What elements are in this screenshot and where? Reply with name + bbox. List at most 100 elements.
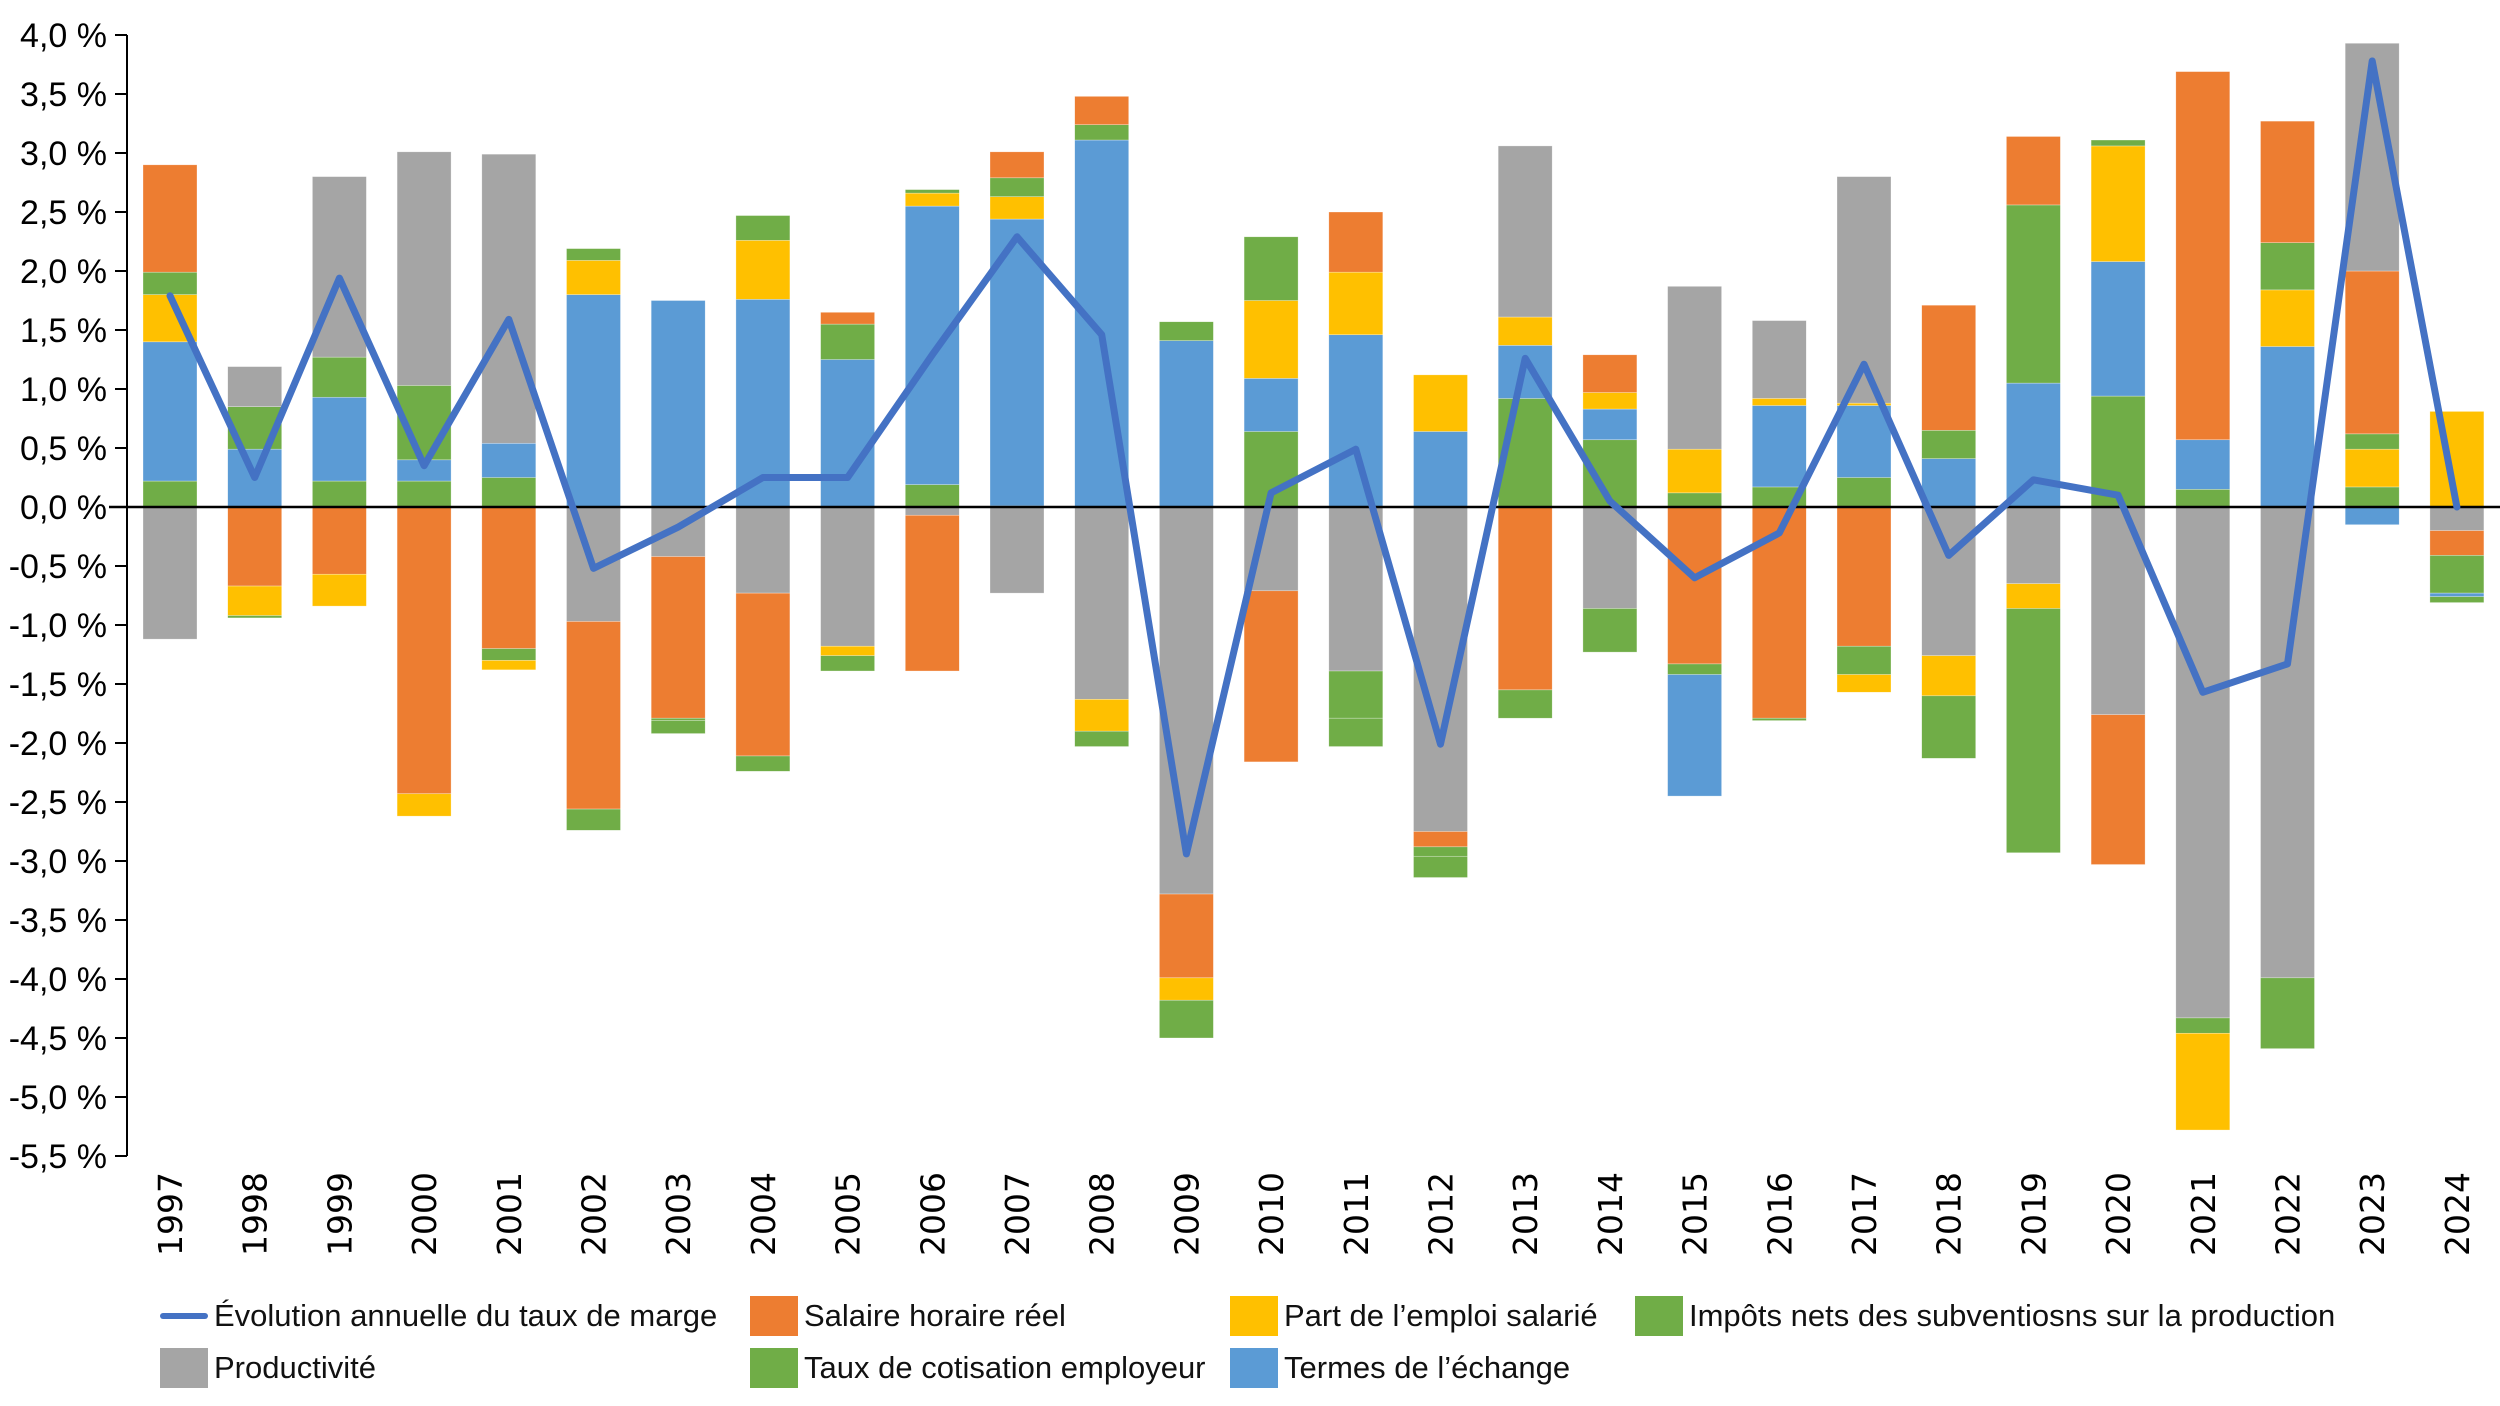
bar-segment bbox=[1667, 506, 1722, 665]
bar-segment bbox=[2006, 136, 2061, 206]
x-tick-label: 1999 bbox=[320, 1172, 359, 1256]
bar-segment bbox=[227, 366, 282, 407]
bar-segment bbox=[650, 300, 706, 508]
bar-segment bbox=[1159, 893, 1214, 979]
bar-segment bbox=[396, 506, 452, 795]
bar-segment bbox=[1752, 506, 1807, 719]
bar-segment bbox=[481, 660, 537, 671]
y-axis-ticks: 4,0 % 3,5 % 3,0 % 2,5 % 2,0 % 1,5 % 1,0 % 0,5 %… bbox=[9, 17, 127, 1176]
bar-segment bbox=[1074, 699, 1129, 732]
bar-segment bbox=[2090, 261, 2146, 397]
x-tick-label: 2011 bbox=[1337, 1172, 1376, 1256]
bar-segment bbox=[481, 648, 537, 661]
bar-segment bbox=[1921, 506, 1976, 656]
legend-item-productivite: Productivité bbox=[160, 1348, 376, 1388]
bar-segment bbox=[904, 205, 960, 485]
bar-segment bbox=[650, 717, 706, 721]
bar-stack-1998 bbox=[227, 366, 282, 619]
bar-segment bbox=[1074, 96, 1129, 125]
bar-stack-2020 bbox=[2090, 139, 2146, 865]
bar-segment bbox=[1667, 674, 1722, 797]
bar-segment bbox=[2175, 1032, 2231, 1131]
bar-segment bbox=[566, 294, 621, 508]
bar-stack-2011 bbox=[1328, 211, 1384, 747]
bar-segment bbox=[1243, 590, 1299, 763]
bar-segment bbox=[1413, 431, 1468, 508]
bar-segment bbox=[820, 311, 875, 325]
bar-stack-2012 bbox=[1413, 374, 1468, 878]
bar-segment bbox=[904, 189, 960, 194]
bar-stack-2023 bbox=[2344, 42, 2400, 526]
x-tick-label: 2000 bbox=[405, 1172, 444, 1256]
legend-item-termes-echange: Termes de l’échange bbox=[1230, 1348, 1570, 1388]
bar-segment bbox=[1243, 300, 1299, 379]
x-tick-label: 2018 bbox=[1930, 1172, 1969, 1256]
bar-segment bbox=[2429, 592, 2485, 597]
bar-stack-1999 bbox=[312, 176, 367, 607]
x-tick-label: 2017 bbox=[1845, 1172, 1884, 1256]
bar-segment bbox=[481, 477, 537, 508]
bar-segment bbox=[1328, 506, 1384, 672]
bar-segment bbox=[2175, 439, 2231, 490]
legend-swatch bbox=[160, 1348, 208, 1388]
bar-segment bbox=[1413, 855, 1468, 878]
y-tick-label: -3,0 % bbox=[9, 843, 107, 881]
line-series-taux-de-marge bbox=[166, 57, 2461, 858]
x-tick-label: 1997 bbox=[151, 1172, 190, 1256]
bar-segment bbox=[1921, 655, 1976, 697]
bar-segment bbox=[1159, 999, 1214, 1039]
bar-segment bbox=[2344, 433, 2400, 450]
bar-stacks bbox=[142, 42, 2485, 1131]
bar-stack-1997 bbox=[142, 164, 198, 640]
legend-swatch bbox=[750, 1348, 798, 1388]
bar-segment bbox=[142, 341, 198, 482]
y-tick-label: -5,0 % bbox=[9, 1079, 107, 1117]
bar-segment bbox=[142, 506, 198, 640]
bar-segment bbox=[989, 151, 1045, 179]
bar-segment bbox=[312, 480, 367, 508]
bar-segment bbox=[2429, 530, 2485, 556]
bar-segment bbox=[820, 655, 875, 672]
bar-segment bbox=[1667, 286, 1722, 450]
bar-segment bbox=[1752, 320, 1807, 399]
x-tick-label: 2023 bbox=[2353, 1172, 2392, 1256]
bar-segment bbox=[481, 153, 537, 444]
bar-segment bbox=[735, 240, 791, 300]
bar-stack-2024 bbox=[2429, 411, 2485, 603]
y-tick-label: -4,0 % bbox=[9, 961, 107, 999]
bar-stack-2009 bbox=[1159, 321, 1214, 1039]
y-tick-label: 1,5 % bbox=[20, 312, 107, 350]
bar-segment bbox=[1328, 271, 1384, 336]
x-tick-label: 2012 bbox=[1422, 1172, 1461, 1256]
bar-segment bbox=[735, 506, 791, 594]
bar-segment bbox=[1074, 730, 1129, 747]
bar-segment bbox=[904, 514, 960, 672]
y-tick-label: 0,5 % bbox=[20, 430, 107, 468]
bar-segment bbox=[1074, 506, 1129, 700]
bar-segment bbox=[566, 621, 621, 810]
bar-segment bbox=[1582, 354, 1638, 393]
y-tick-label: 1,0 % bbox=[20, 371, 107, 409]
bar-segment bbox=[2260, 120, 2315, 243]
bar-segment bbox=[1836, 477, 1892, 508]
bar-segment bbox=[2175, 71, 2231, 441]
bar-segment bbox=[1582, 392, 1638, 410]
bar-segment bbox=[142, 480, 198, 508]
bar-segment bbox=[1836, 674, 1892, 693]
bar-stack-2002 bbox=[566, 248, 621, 831]
bar-segment bbox=[396, 151, 452, 386]
y-tick-label: -1,0 % bbox=[9, 607, 107, 645]
bar-segment bbox=[1159, 321, 1214, 341]
bar-segment bbox=[820, 506, 875, 647]
bar-stack-2017 bbox=[1836, 176, 1892, 693]
bar-segment bbox=[2006, 583, 2061, 609]
bar-segment bbox=[1582, 608, 1638, 653]
y-tick-label: 0,0 % bbox=[20, 489, 107, 527]
bar-segment bbox=[312, 506, 367, 575]
bar-segment bbox=[1836, 506, 1892, 647]
y-tick-label: 2,5 % bbox=[20, 194, 107, 232]
y-tick-label: 3,0 % bbox=[20, 135, 107, 173]
bar-stack-2007 bbox=[989, 151, 1045, 594]
y-tick-label: -5,5 % bbox=[9, 1138, 107, 1176]
